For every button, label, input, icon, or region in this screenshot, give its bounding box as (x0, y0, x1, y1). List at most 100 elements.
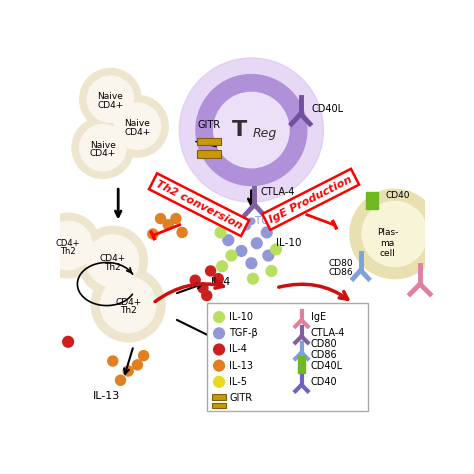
Circle shape (214, 344, 225, 355)
Text: Reg: Reg (253, 128, 277, 140)
Circle shape (80, 125, 126, 171)
Circle shape (266, 265, 277, 276)
Text: ●TGF-β: ●TGF-β (247, 216, 286, 226)
Text: IL-10: IL-10 (276, 238, 301, 248)
Circle shape (206, 266, 216, 276)
Text: ma: ma (381, 239, 395, 248)
Text: CD4+: CD4+ (56, 239, 81, 248)
Circle shape (263, 250, 273, 261)
Circle shape (240, 219, 251, 230)
Text: CD86: CD86 (328, 268, 353, 277)
Circle shape (214, 312, 225, 322)
Circle shape (215, 227, 226, 238)
Circle shape (350, 189, 439, 279)
Circle shape (226, 250, 237, 261)
Circle shape (80, 68, 141, 130)
Text: IL-4: IL-4 (229, 345, 247, 355)
Circle shape (87, 235, 139, 287)
Circle shape (226, 325, 237, 336)
Circle shape (148, 229, 158, 239)
Circle shape (196, 74, 307, 185)
Circle shape (214, 92, 289, 168)
Text: CTLA-4: CTLA-4 (261, 187, 295, 197)
Bar (366, 191, 378, 209)
Text: CD40: CD40 (311, 377, 337, 387)
Text: CD4+: CD4+ (97, 101, 124, 110)
Text: IgE: IgE (311, 312, 326, 322)
Text: Th2: Th2 (104, 263, 121, 272)
Text: CD4+: CD4+ (115, 298, 141, 307)
Text: CD4+: CD4+ (90, 149, 116, 158)
Circle shape (261, 227, 272, 238)
Circle shape (171, 214, 181, 224)
Text: IgE Production: IgE Production (267, 174, 354, 225)
Circle shape (190, 275, 200, 285)
Circle shape (36, 213, 100, 278)
Circle shape (202, 291, 212, 301)
Text: IL-10: IL-10 (229, 312, 253, 322)
Circle shape (209, 328, 220, 339)
Text: CD4+: CD4+ (100, 254, 126, 263)
Circle shape (63, 337, 73, 347)
Circle shape (87, 76, 134, 122)
Text: IL-13: IL-13 (229, 361, 253, 371)
Circle shape (223, 235, 234, 246)
Text: IL-13: IL-13 (93, 391, 120, 401)
Text: cell: cell (380, 249, 396, 258)
Circle shape (91, 268, 165, 342)
Text: GITR: GITR (229, 393, 252, 403)
Text: CD40L: CD40L (311, 361, 343, 371)
Text: CTLA-4: CTLA-4 (311, 328, 345, 338)
Circle shape (217, 261, 228, 272)
Circle shape (123, 366, 133, 376)
Circle shape (236, 246, 247, 256)
Circle shape (163, 220, 173, 230)
Circle shape (177, 228, 187, 237)
Circle shape (217, 340, 228, 351)
Circle shape (251, 238, 262, 248)
Circle shape (214, 360, 225, 371)
Bar (298, 356, 305, 374)
Circle shape (138, 351, 149, 361)
Text: Th2 conversion: Th2 conversion (154, 179, 244, 231)
Text: IL-5: IL-5 (226, 337, 246, 347)
Circle shape (214, 376, 225, 387)
Text: Th2: Th2 (60, 247, 76, 256)
Text: Naive: Naive (90, 141, 116, 150)
Text: CD80: CD80 (328, 259, 353, 268)
Text: Naive: Naive (125, 119, 150, 128)
Bar (198, 150, 220, 158)
Circle shape (214, 328, 225, 339)
Bar (212, 394, 226, 400)
Circle shape (132, 360, 143, 370)
Circle shape (234, 335, 245, 346)
Text: CD80
CD86: CD80 CD86 (311, 339, 337, 360)
Bar (198, 138, 220, 146)
Circle shape (114, 103, 161, 149)
Text: Plas-: Plas- (377, 228, 398, 237)
Circle shape (179, 58, 323, 202)
Text: Th2: Th2 (120, 307, 137, 316)
Text: CD4+: CD4+ (124, 128, 151, 137)
Circle shape (247, 273, 258, 284)
Text: CD40: CD40 (385, 191, 410, 200)
Circle shape (72, 117, 134, 179)
Text: IL-4: IL-4 (210, 277, 231, 288)
Text: $\mathbf{T}$: $\mathbf{T}$ (231, 120, 248, 140)
Circle shape (107, 95, 168, 157)
Circle shape (108, 356, 118, 366)
Circle shape (78, 226, 147, 296)
Text: GITR: GITR (198, 120, 220, 130)
Text: CD40L: CD40L (311, 104, 344, 114)
Circle shape (44, 221, 92, 270)
Text: IL-5: IL-5 (229, 377, 247, 387)
Text: TGF-β: TGF-β (229, 328, 258, 338)
Circle shape (155, 214, 165, 224)
Circle shape (198, 283, 208, 293)
Circle shape (100, 277, 156, 333)
Circle shape (246, 258, 257, 269)
Circle shape (271, 244, 282, 255)
Bar (212, 402, 226, 408)
Circle shape (213, 273, 223, 283)
Bar (207, 303, 368, 411)
